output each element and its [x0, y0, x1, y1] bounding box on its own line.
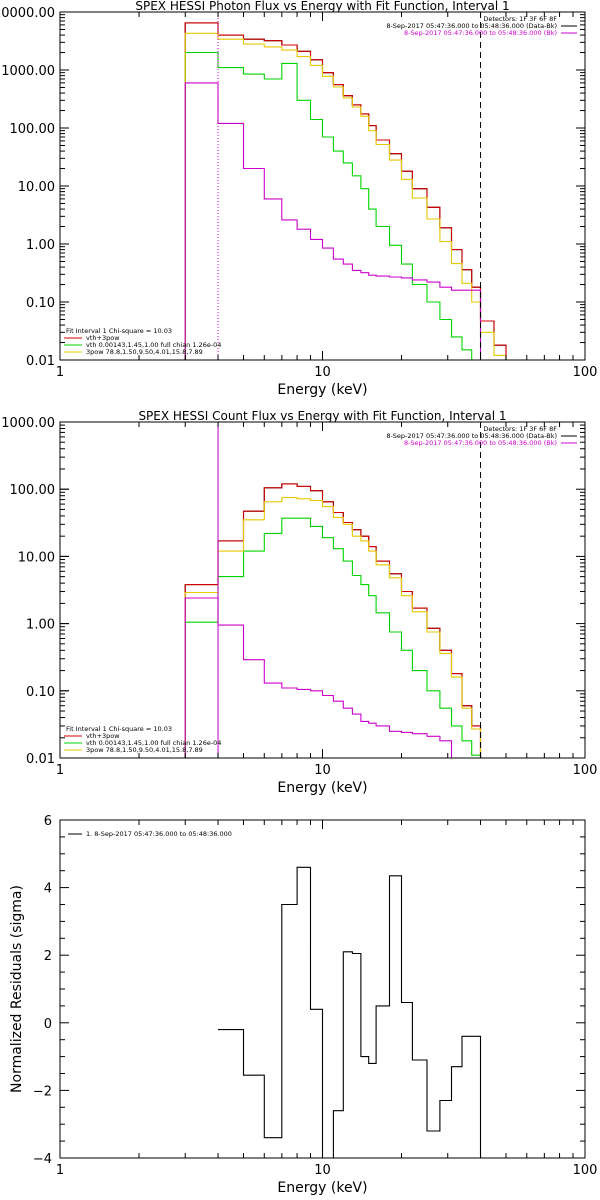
panel1-ytick-label: 100.00 [10, 122, 56, 137]
panel1-annotation: 8-Sep-2017 05:47:36.000 to 05:48:36.000 … [404, 29, 557, 37]
panel2-series-1 [184, 483, 482, 758]
panel3-xtick-label: 1 [56, 1163, 64, 1178]
panel2-xlabel: Energy (keV) [277, 780, 367, 796]
panel1-legend-entry: vth 0.00143,1.45,1.00 full chian 1.26e-0… [86, 341, 221, 349]
panel1-ytick-label: 10.00 [18, 180, 55, 195]
panel1-series-4 [184, 82, 482, 360]
panel1-xlabel: Energy (keV) [277, 382, 367, 398]
panel3-ylabel: Normalized Residuals (sigma) [9, 885, 25, 1093]
panel1-legend-entry: vth+3pow [86, 334, 120, 342]
panel2-legend-entry: vth+3pow [86, 732, 120, 740]
panel1-series-2 [184, 51, 506, 360]
panel3-xtick-label: 100 [573, 1163, 598, 1178]
panel1-ytick-label: 0.01 [26, 354, 55, 369]
panel2-series-3 [184, 497, 482, 758]
panel3-ytick-label: −4 [33, 1152, 52, 1167]
panel1-xtick-label: 100 [573, 365, 598, 380]
panel3-legend-entry: 1. 8-Sep-2017 05:47:36.000 to 05:48:36.0… [86, 830, 232, 838]
panel3-series-0 [218, 866, 482, 1158]
panel1-ytick-label: 1.00 [26, 238, 55, 253]
panel3-xlabel: Energy (keV) [277, 1180, 367, 1196]
panel3-ytick-label: 4 [44, 882, 52, 897]
panel2-frame [59, 421, 586, 759]
panel2-legend-entry: Fit Interval 1 Chi-square = 10.03 [66, 725, 172, 733]
panel3-ytick-label: −2 [33, 1084, 52, 1099]
panel2-title: SPEX HESSI Count Flux vs Energy with Fit… [138, 409, 506, 423]
panel1-series-1 [184, 22, 507, 360]
panel3-ytick-label: 6 [44, 814, 52, 829]
panel1-series-3 [184, 32, 507, 360]
panel2-annotation: Detectors: 1F 3F 6F 8F [483, 425, 557, 433]
panel2-series-0 [184, 483, 482, 758]
panel2-legend-entry: 3pow 78.8,1.50,9.50,4.01,15.8,7.89 [86, 746, 203, 754]
panel2-series-4 [184, 597, 453, 758]
panel3-xtick-label: 10 [314, 1163, 331, 1178]
panel2-ytick-label: 10.00 [18, 550, 55, 565]
panel2-ytick-label: 0.10 [26, 685, 55, 700]
panel2-series-2 [184, 517, 482, 758]
panel1-annotation: Detectors: 1F 3F 6F 8F [483, 15, 557, 23]
panel1-annotation: 8-Sep-2017 05:47:36.000 to 05:48:36.000 … [386, 22, 557, 30]
panel2-xtick-label: 100 [573, 763, 598, 778]
panel1-ytick-label: 0.10 [26, 296, 55, 311]
panel2-ytick-label: 1000.00 [1, 416, 55, 431]
panel1-title: SPEX HESSI Photon Flux vs Energy with Fi… [135, 0, 509, 13]
panel2-ytick-label: 100.00 [10, 483, 56, 498]
panel2-legend-entry: vth 0.00143,1.45,1.00 full chian 1.26e-0… [86, 739, 221, 747]
panel1-xtick-label: 1 [56, 365, 64, 380]
panel1-series-0 [184, 22, 507, 360]
panel2-annotation: 8-Sep-2017 05:47:36.000 to 05:48:36.000 … [386, 432, 557, 440]
panel1-ytick-label: 1000.00 [1, 64, 55, 79]
panel2-xtick-label: 10 [314, 763, 331, 778]
panel1-legend-entry: Fit Interval 1 Chi-square = 10.03 [66, 327, 172, 335]
panel1-xtick-label: 10 [314, 365, 331, 380]
panel3-ytick-label: 0 [44, 1017, 52, 1032]
panel1-legend-entry: 3pow 78.8,1.50,9.50,4.01,15.8,7.89 [86, 348, 203, 356]
panel2-xtick-label: 1 [56, 763, 64, 778]
panel2-ytick-label: 1.00 [26, 618, 55, 633]
panel3-ytick-label: 2 [44, 949, 52, 964]
panel2-ytick-label: 0.01 [26, 752, 55, 767]
panel2-annotation: 8-Sep-2017 05:47:36.000 to 05:48:36.000 … [404, 439, 557, 447]
panel1-ytick-label: 10000.00 [0, 6, 55, 21]
